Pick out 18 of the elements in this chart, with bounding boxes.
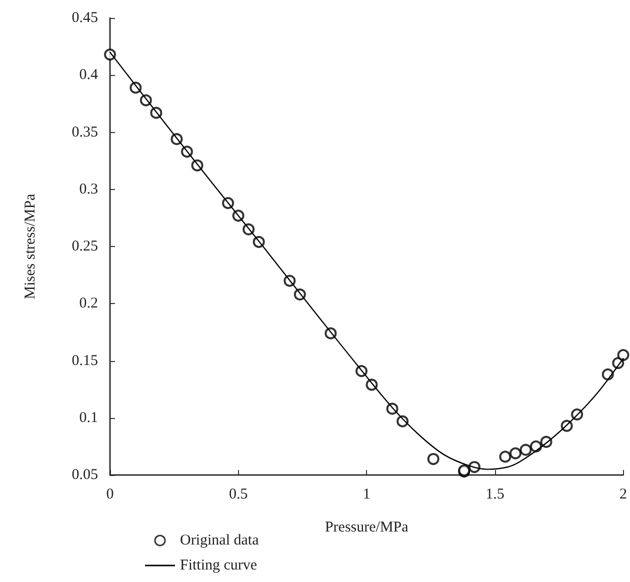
y-tick-label: 0.3 [79, 181, 98, 198]
y-tick-label: 0.15 [72, 352, 98, 369]
y-tick-label: 0.1 [79, 410, 98, 426]
x-tick-label: 0.5 [228, 486, 248, 502]
x-tick-label: 1.5 [486, 486, 504, 502]
y-axis-title: Mises stress/MPa [22, 193, 38, 300]
y-tick-label: 0.25 [72, 238, 98, 254]
y-tick-label: 0.2 [79, 296, 98, 312]
y-tick-label: 0.4 [79, 67, 98, 84]
x-tick-label: 1 [362, 486, 370, 502]
x-tick-label: 0 [106, 486, 114, 502]
y-tick-label: 0.05 [72, 467, 98, 483]
x-tick-label: 2 [620, 486, 627, 502]
legend-label: Original data [180, 532, 260, 548]
x-axis-title: Pressure/MPa [324, 520, 409, 536]
y-tick-label: 0.35 [72, 124, 98, 140]
y-tick-label: 0.45 [72, 10, 98, 26]
legend-label: Fitting curve [180, 558, 258, 574]
